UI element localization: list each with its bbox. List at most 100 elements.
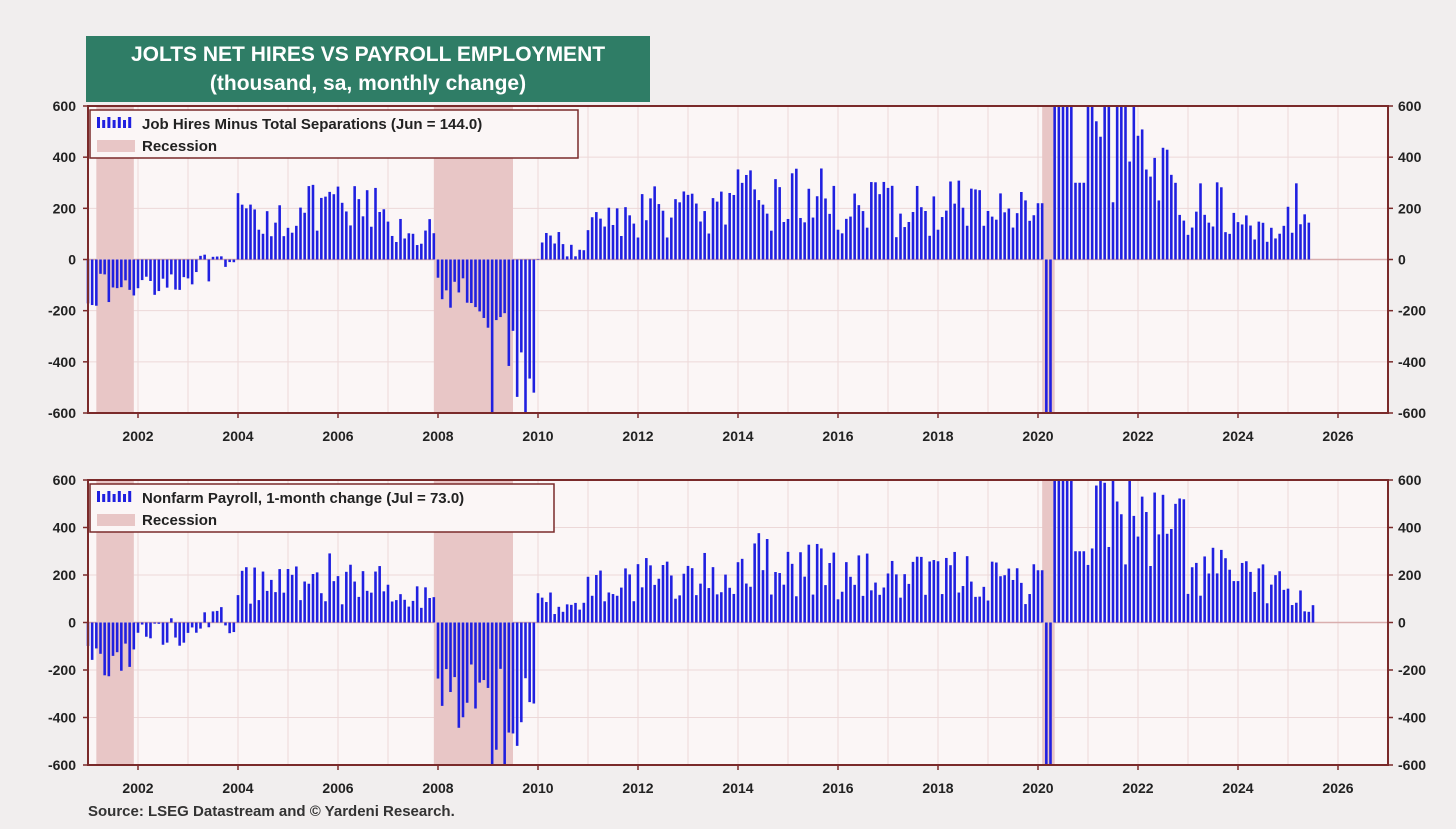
- bar: [353, 186, 356, 260]
- bar: [1149, 566, 1152, 623]
- bar: [915, 185, 919, 260]
- bar: [570, 604, 573, 623]
- bar: [678, 595, 681, 623]
- bar: [295, 225, 298, 260]
- bar: [428, 598, 431, 623]
- y-tick-label-left: 0: [68, 252, 76, 268]
- legend-swatch-bar: [128, 491, 132, 502]
- y-tick-label-left: 0: [68, 615, 76, 631]
- bar: [399, 594, 402, 623]
- bar: [1236, 222, 1240, 260]
- x-tick-label: 2024: [1222, 428, 1253, 444]
- legend-swatch-bar: [107, 491, 111, 502]
- bar: [982, 225, 986, 260]
- bar: [853, 584, 856, 623]
- bar: [790, 563, 794, 623]
- bar: [1307, 222, 1311, 260]
- bar: [828, 563, 831, 623]
- bar: [1220, 549, 1223, 623]
- bar: [478, 622, 481, 683]
- bar: [1299, 590, 1302, 623]
- y-tick-label-right: -400: [1398, 354, 1426, 370]
- bar: [632, 223, 636, 260]
- bar: [595, 212, 598, 260]
- bar: [1190, 567, 1194, 623]
- bar: [1065, 480, 1069, 623]
- legend-swatch-recession: [97, 514, 135, 526]
- bar: [707, 233, 711, 260]
- bar: [165, 622, 169, 643]
- bar: [561, 611, 565, 623]
- bar: [1040, 203, 1044, 260]
- bar: [436, 622, 440, 679]
- bar: [940, 594, 944, 623]
- chart-panel-1: 600 600 400 400 200 200 0 0 -200 -200 -400 -400 -600…: [48, 98, 1426, 444]
- bar: [445, 622, 448, 670]
- bar: [149, 622, 152, 639]
- bar: [1278, 233, 1281, 260]
- bar: [870, 182, 873, 260]
- bar: [995, 219, 998, 260]
- bar: [1132, 515, 1136, 623]
- bar: [436, 259, 440, 278]
- bar: [432, 597, 436, 623]
- bar: [1028, 594, 1031, 623]
- bar: [620, 587, 623, 623]
- bar: [1095, 121, 1098, 260]
- x-tick-label: 2004: [222, 780, 253, 796]
- bar: [907, 221, 911, 260]
- bar: [624, 207, 627, 260]
- bar: [1236, 581, 1240, 623]
- bar: [520, 259, 523, 353]
- bar: [407, 606, 411, 623]
- bar: [1224, 558, 1227, 623]
- bar: [690, 568, 694, 623]
- bar: [1020, 191, 1023, 260]
- bar: [920, 556, 923, 623]
- bar: [1011, 579, 1015, 623]
- bar: [774, 179, 777, 260]
- bar: [1199, 595, 1202, 623]
- bar: [207, 259, 211, 282]
- bar: [907, 583, 911, 623]
- bar: [1207, 573, 1211, 623]
- bar: [890, 560, 894, 623]
- bar: [1207, 222, 1211, 260]
- bar: [653, 584, 656, 623]
- bar: [415, 586, 419, 623]
- bar: [649, 565, 652, 623]
- bar: [1295, 183, 1298, 260]
- bar: [340, 604, 344, 623]
- y-tick-label-right: 200: [1398, 200, 1422, 216]
- bar: [424, 230, 427, 260]
- bar: [190, 259, 194, 285]
- bar: [903, 227, 906, 260]
- bar: [686, 565, 690, 623]
- bar: [1174, 182, 1177, 260]
- bar: [799, 552, 802, 623]
- bar: [345, 571, 348, 623]
- legend-swatch-bar: [107, 117, 111, 128]
- bar: [1020, 582, 1023, 623]
- bar: [811, 594, 815, 623]
- legend-swatch-bar: [128, 117, 132, 128]
- bar: [157, 622, 161, 624]
- legend-swatch-bar: [102, 120, 106, 128]
- bar: [949, 565, 952, 623]
- bar: [286, 569, 290, 623]
- bar: [161, 622, 165, 645]
- bar: [557, 606, 561, 623]
- bar: [640, 587, 644, 623]
- bar: [632, 601, 636, 623]
- bar: [665, 561, 669, 623]
- bar: [128, 622, 131, 667]
- bar: [228, 622, 231, 634]
- bar: [703, 211, 706, 260]
- bar: [911, 212, 915, 260]
- bar: [428, 219, 431, 260]
- bar: [965, 556, 969, 623]
- bar: [1203, 556, 1206, 623]
- bar: [153, 259, 156, 295]
- bar: [1182, 499, 1186, 623]
- bar: [403, 238, 406, 260]
